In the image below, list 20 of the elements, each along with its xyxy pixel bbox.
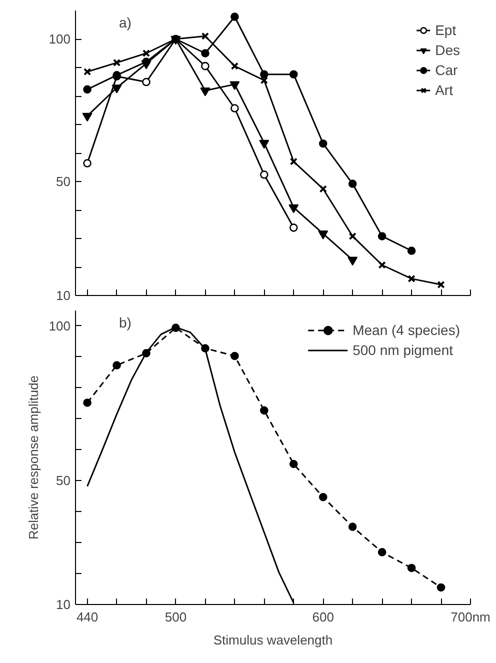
legend-label: 500 nm pigment <box>352 342 454 358</box>
y-tick-label: 100 <box>48 318 71 334</box>
legend-label: Des <box>435 42 460 58</box>
legend-label: Mean (4 species) <box>352 322 460 338</box>
y-tick-label: 50 <box>56 473 71 488</box>
y-axis-title: Relative response amplitude <box>26 375 41 540</box>
y-tick-label: 50 <box>56 174 71 189</box>
chart-title: a) <box>118 14 132 30</box>
legend-label: Car <box>435 62 458 78</box>
x-tick-label: 500 <box>164 610 187 624</box>
chart-title: b) <box>118 314 132 330</box>
y-tick-label: 100 <box>48 32 71 46</box>
x-tick-label: 700nm <box>450 610 490 624</box>
legend-label: Ept <box>435 22 456 38</box>
y-tick-label: 10 <box>56 597 71 612</box>
legend-label: Art <box>435 82 454 98</box>
x-tick-label: 440 <box>76 610 98 624</box>
y-tick-label: 10 <box>56 288 71 303</box>
x-axis-title: Stimulus wavelength <box>213 632 333 648</box>
x-tick-label: 600 <box>312 610 334 624</box>
